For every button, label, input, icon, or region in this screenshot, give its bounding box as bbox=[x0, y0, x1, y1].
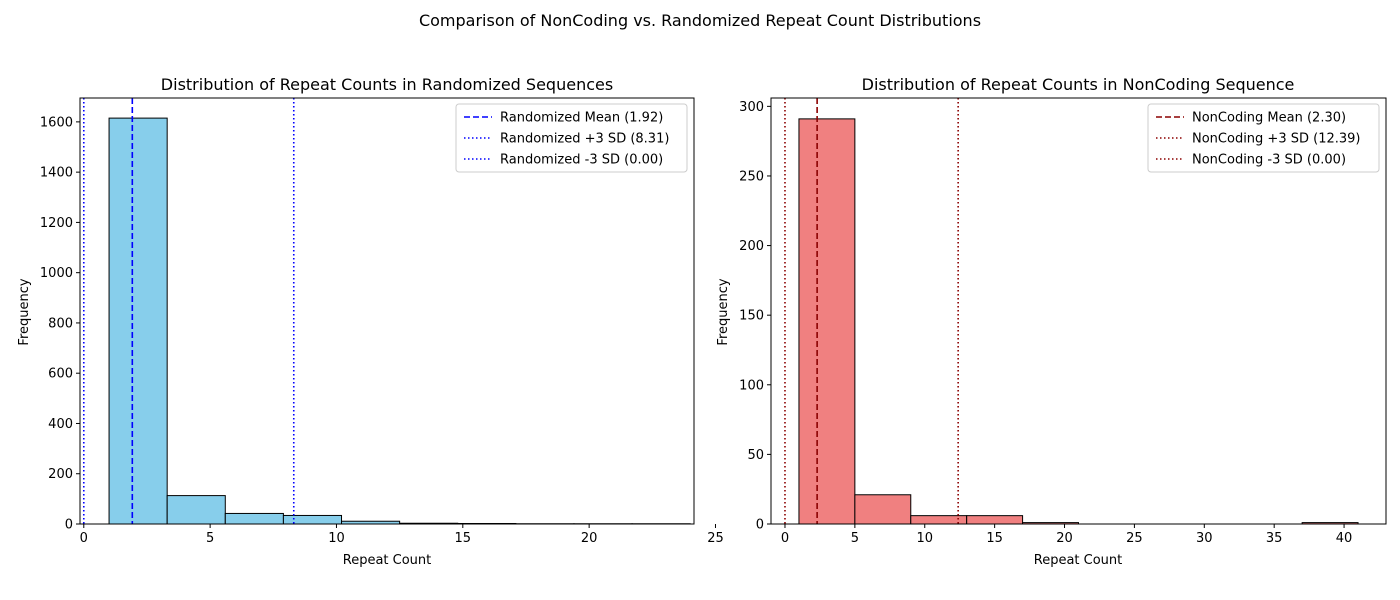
chart-randomized-legend: Randomized Mean (1.92) Randomized +3 SD (… bbox=[455, 103, 688, 173]
chart-randomized-legend-label-2: Randomized -3 SD (0.00) bbox=[500, 153, 663, 168]
chart-randomized-ytick-label-6: 1200 bbox=[40, 216, 73, 231]
chart-noncoding-xtick-label-5: 25 bbox=[1126, 531, 1143, 546]
chart-randomized-xtick-label-0: 0 bbox=[80, 531, 88, 546]
chart-noncoding-ytick-label-6: 300 bbox=[739, 100, 764, 115]
chart-randomized: Distribution of Repeat Counts in Randomi… bbox=[17, 75, 724, 568]
chart-noncoding-title: Distribution of Repeat Counts in NonCodi… bbox=[862, 75, 1295, 94]
chart-randomized-plot: 0 5 10 15 20 25 0 200 400 600 800 1000 1200 1400 1600 R… bbox=[40, 97, 724, 546]
chart-noncoding-plot: 0 5 10 15 20 25 30 35 40 0 50 100 150 200 250 300 NonCod… bbox=[739, 97, 1387, 546]
chart-noncoding-ytick-label-1: 50 bbox=[747, 448, 764, 463]
chart-noncoding-legend-box bbox=[1147, 103, 1380, 173]
chart-noncoding-xtick-label-4: 20 bbox=[1056, 531, 1073, 546]
chart-randomized-bar-3 bbox=[282, 514, 343, 525]
chart-randomized-xtick-label-2: 10 bbox=[328, 531, 345, 546]
chart-randomized-legend-label-0: Randomized Mean (1.92) bbox=[500, 111, 663, 126]
chart-noncoding-xtick-label-1: 5 bbox=[851, 531, 859, 546]
chart-noncoding-xtick-label-2: 10 bbox=[916, 531, 933, 546]
chart-noncoding-xtick-label-7: 35 bbox=[1266, 531, 1283, 546]
chart-randomized-xtick-label-4: 20 bbox=[581, 531, 598, 546]
chart-noncoding-bar-0 bbox=[798, 118, 856, 525]
chart-noncoding-ytick-label-3: 150 bbox=[739, 309, 764, 324]
chart-noncoding: Distribution of Repeat Counts in NonCodi… bbox=[716, 75, 1387, 568]
figure-suptitle: Comparison of NonCoding vs. Randomized R… bbox=[419, 11, 981, 30]
chart-randomized-axes-frame bbox=[79, 97, 695, 525]
chart-randomized-xtick-label-1: 5 bbox=[206, 531, 214, 546]
chart-randomized-legend-label-1: Randomized +3 SD (8.31) bbox=[500, 132, 669, 147]
chart-noncoding-xtick-label-6: 30 bbox=[1196, 531, 1213, 546]
chart-randomized-legend-box bbox=[455, 103, 688, 173]
chart-noncoding-legend-label-0: NonCoding Mean (2.30) bbox=[1192, 111, 1346, 126]
chart-noncoding-axes-frame bbox=[770, 97, 1387, 525]
chart-randomized-ylabel: Frequency bbox=[17, 278, 32, 345]
chart-noncoding-xlabel: Repeat Count bbox=[1034, 553, 1123, 568]
chart-noncoding-ytick-label-0: 0 bbox=[756, 518, 764, 533]
chart-randomized-xtick-label-5: 25 bbox=[707, 531, 724, 546]
chart-randomized-xlabel: Repeat Count bbox=[343, 553, 432, 568]
chart-randomized-ytick-label-4: 800 bbox=[48, 316, 73, 331]
chart-noncoding-legend-label-1: NonCoding +3 SD (12.39) bbox=[1192, 132, 1361, 147]
chart-noncoding-legend: NonCoding Mean (2.30) NonCoding +3 SD (12… bbox=[1147, 103, 1380, 173]
chart-randomized-ytick-label-5: 1000 bbox=[40, 266, 73, 281]
chart-noncoding-xtick-label-0: 0 bbox=[781, 531, 789, 546]
chart-noncoding-ytick-label-2: 100 bbox=[739, 378, 764, 393]
chart-noncoding-ytick-label-4: 200 bbox=[739, 239, 764, 254]
chart-randomized-ytick-label-3: 600 bbox=[48, 367, 73, 382]
chart-randomized-ytick-label-8: 1600 bbox=[40, 115, 73, 130]
chart-randomized-bar-0 bbox=[108, 117, 168, 525]
chart-noncoding-xtick-label-3: 15 bbox=[986, 531, 1003, 546]
chart-randomized-bar-1 bbox=[166, 495, 226, 525]
chart-noncoding-ytick-label-5: 250 bbox=[739, 169, 764, 184]
chart-randomized-title: Distribution of Repeat Counts in Randomi… bbox=[161, 75, 613, 94]
chart-noncoding-ylabel: Frequency bbox=[716, 278, 731, 345]
chart-noncoding-xtick-label-8: 40 bbox=[1336, 531, 1353, 546]
chart-noncoding-legend-label-2: NonCoding -3 SD (0.00) bbox=[1192, 153, 1346, 168]
chart-randomized-ytick-label-0: 0 bbox=[65, 518, 73, 533]
chart-randomized-ytick-label-2: 400 bbox=[48, 417, 73, 432]
chart-randomized-ytick-label-7: 1400 bbox=[40, 166, 73, 181]
chart-noncoding-bar-1 bbox=[854, 494, 912, 525]
chart-noncoding-bar-3 bbox=[966, 515, 1024, 525]
chart-randomized-bar-2 bbox=[224, 512, 284, 525]
chart-randomized-ytick-label-1: 200 bbox=[48, 467, 73, 482]
chart-randomized-xtick-label-3: 15 bbox=[455, 531, 472, 546]
